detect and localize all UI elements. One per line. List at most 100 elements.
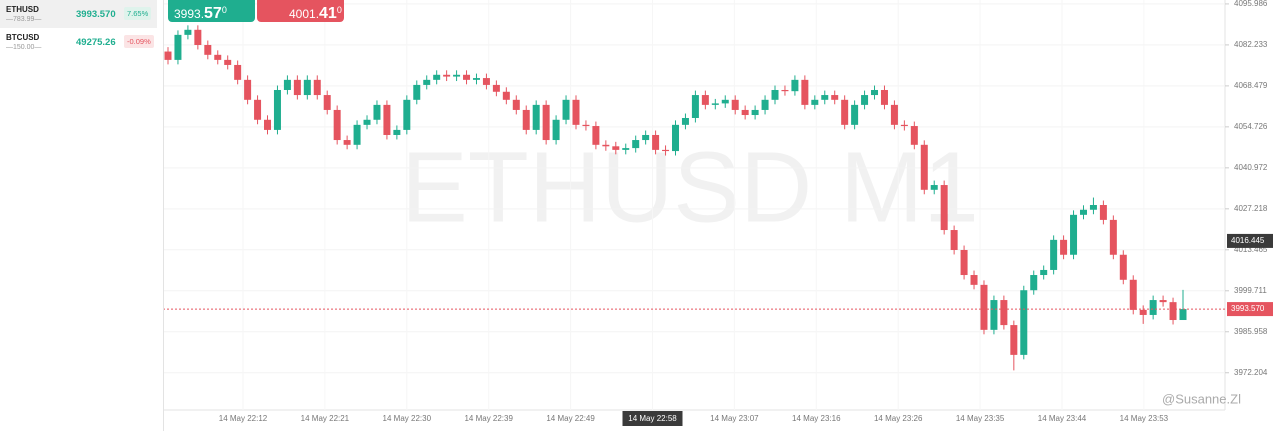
candle-body xyxy=(632,140,640,149)
candle-body xyxy=(1169,302,1177,321)
candle-body xyxy=(204,44,212,55)
candle-body xyxy=(940,185,948,231)
candle-body xyxy=(433,74,441,80)
candle-body xyxy=(453,74,461,77)
crosshair-label-bg xyxy=(622,411,683,426)
y-tick-label: 3999.711 xyxy=(1234,286,1267,295)
candle-body xyxy=(801,79,809,105)
x-tick-label: 14 May 22:30 xyxy=(383,414,432,423)
x-tick-label: 14 May 23:35 xyxy=(956,414,1005,423)
x-tick-label: 14 May 22:21 xyxy=(301,414,350,423)
candle-body xyxy=(164,51,172,60)
candle-body xyxy=(681,117,689,125)
candle-body xyxy=(582,124,590,127)
candle-body xyxy=(1050,239,1058,270)
candle-body xyxy=(811,99,819,105)
candle-body xyxy=(542,104,550,141)
spread: —783.99— xyxy=(6,16,42,23)
candle-body xyxy=(1020,290,1028,355)
candle-body xyxy=(313,79,321,96)
candle-body xyxy=(1010,325,1018,355)
candle-body xyxy=(1060,239,1068,255)
candle-body xyxy=(1149,300,1157,315)
candle-body xyxy=(323,95,331,110)
candle-body xyxy=(612,146,620,150)
candle-body xyxy=(413,84,421,100)
candle-body xyxy=(642,134,650,141)
price-label: 4016.445 xyxy=(1231,236,1265,245)
candle-body xyxy=(463,74,471,80)
candle-body xyxy=(224,59,232,65)
y-tick-label: 4082.233 xyxy=(1234,40,1268,49)
x-tick-label: 14 May 23:16 xyxy=(792,414,841,423)
y-tick-label: 3972.204 xyxy=(1234,368,1268,377)
candle-body xyxy=(880,89,888,105)
candle-body xyxy=(482,78,490,85)
candle-body xyxy=(522,109,530,130)
watchlist-row[interactable]: BTCUSD —150.00— 49275.26 -0.09% xyxy=(0,28,163,56)
candle-body xyxy=(403,99,411,130)
candle-body xyxy=(1129,279,1137,310)
candle-body xyxy=(353,124,361,145)
candle-body xyxy=(910,126,918,145)
sell-button[interactable]: 3993.570 xyxy=(168,0,255,22)
change: -0.09% xyxy=(124,35,154,48)
candle-body xyxy=(1159,300,1167,303)
x-tick-label: 14 May 22:58 xyxy=(628,414,677,423)
candle-body xyxy=(333,109,341,141)
y-tick-label: 3985.958 xyxy=(1234,327,1268,336)
candle-body xyxy=(1079,209,1087,215)
candle-body xyxy=(602,144,610,147)
candle-body xyxy=(572,99,580,125)
candle-body xyxy=(512,99,520,110)
x-tick-label: 14 May 23:53 xyxy=(1120,414,1169,423)
symbol: ETHUSD xyxy=(6,5,39,14)
candle-body xyxy=(920,144,928,190)
candle-body xyxy=(194,29,202,45)
candle-body xyxy=(731,99,739,110)
candle-body xyxy=(1119,254,1127,280)
watchlist-row[interactable]: ETHUSD —783.99— 3993.570 7.65% xyxy=(0,0,157,28)
y-tick-label: 4054.726 xyxy=(1234,122,1268,131)
candle-body xyxy=(273,89,281,130)
candle-body xyxy=(264,119,272,130)
candle-body xyxy=(1109,219,1117,255)
candle-body xyxy=(990,300,998,330)
change: 7.65% xyxy=(124,7,152,20)
candle-body xyxy=(373,104,381,120)
price: 3993.570 xyxy=(76,9,116,20)
price-sup: 0 xyxy=(221,5,227,15)
candle-body xyxy=(254,99,262,120)
candle-body xyxy=(393,129,401,135)
candle-body xyxy=(960,249,968,276)
credit: @Susanne.Zl xyxy=(1162,391,1241,406)
candle-body xyxy=(303,79,311,96)
candle-body xyxy=(532,104,540,130)
buy-price: 4001.410 xyxy=(289,5,342,23)
candle-body xyxy=(363,119,371,125)
y-tick-label: 4013.465 xyxy=(1234,245,1268,254)
candle-body xyxy=(1000,300,1008,326)
candle-body xyxy=(691,95,699,118)
candle-body xyxy=(980,284,988,330)
candle-body xyxy=(343,140,351,145)
candle-body xyxy=(851,104,859,125)
candle-body xyxy=(293,79,301,96)
candle-body xyxy=(900,124,908,127)
candle-body xyxy=(652,134,660,150)
price-label-bg xyxy=(1227,302,1273,317)
price-label: 3993.570 xyxy=(1231,304,1265,313)
x-tick-label: 14 May 22:49 xyxy=(546,414,595,423)
buy-button[interactable]: 4001.410 xyxy=(257,0,344,22)
candle-body xyxy=(781,89,789,92)
candle-body xyxy=(751,109,759,116)
candle-body xyxy=(184,29,192,35)
candle-body xyxy=(472,78,480,80)
candle-body xyxy=(701,95,709,105)
candle-body xyxy=(1099,205,1107,220)
x-tick-label: 14 May 23:07 xyxy=(710,414,759,423)
candle-body xyxy=(234,64,242,80)
price-label-bg xyxy=(1227,233,1273,248)
